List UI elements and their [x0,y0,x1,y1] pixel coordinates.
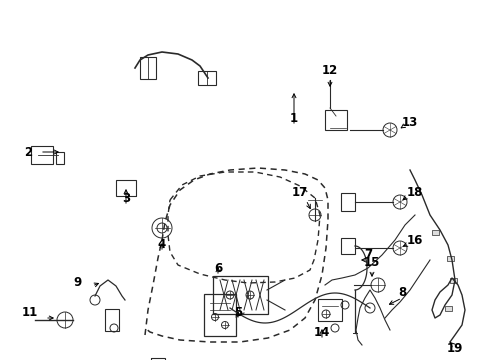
Text: 11: 11 [22,306,38,319]
Text: 8: 8 [397,285,406,298]
Text: 2: 2 [24,145,32,158]
Bar [116,180,136,196]
Bar [31,146,53,164]
Bar [325,110,346,130]
Bar [446,256,452,261]
Bar [340,193,354,211]
Bar [444,306,450,310]
Text: 7: 7 [363,248,371,261]
Text: 19: 19 [446,342,462,355]
Text: 6: 6 [213,261,222,274]
Bar [151,358,164,360]
Bar [140,57,156,79]
Bar [203,294,236,336]
Text: 12: 12 [321,63,337,77]
Bar [317,299,341,321]
Text: 5: 5 [233,306,242,319]
Text: 4: 4 [158,238,166,251]
Text: 1: 1 [289,112,298,125]
Text: 16: 16 [406,234,422,247]
Bar [340,238,354,254]
Bar [56,152,64,164]
Bar [430,230,438,234]
Bar [212,276,267,314]
Text: 17: 17 [291,185,307,198]
Text: 18: 18 [406,185,422,198]
Bar [448,278,456,283]
Bar [105,309,119,331]
Text: 3: 3 [122,192,130,204]
Bar [198,71,216,85]
Text: 15: 15 [363,256,379,269]
Text: 14: 14 [313,325,329,338]
Text: 13: 13 [401,116,417,129]
Text: 9: 9 [74,275,82,288]
